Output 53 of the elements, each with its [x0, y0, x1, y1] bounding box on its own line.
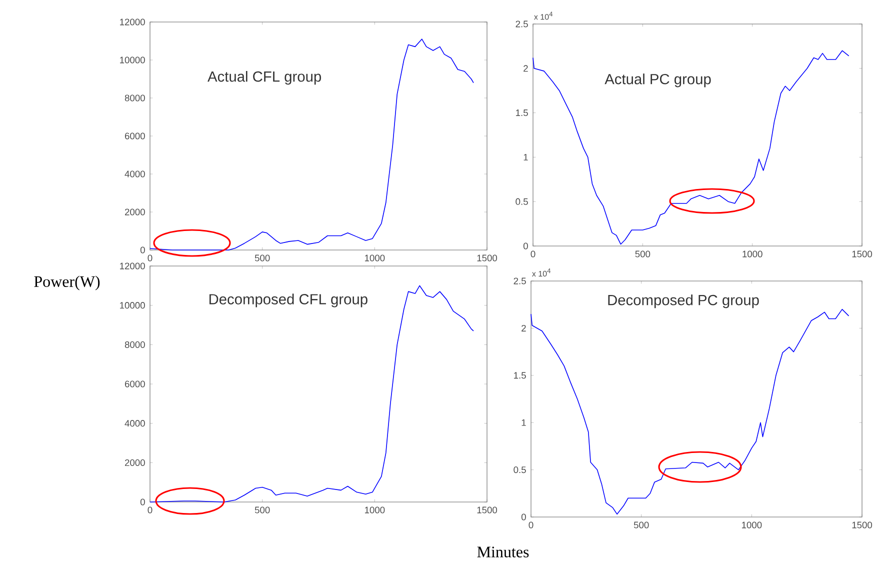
x-tick-label: 1000	[365, 254, 385, 262]
y-tick-label: 2000	[124, 459, 145, 466]
line-series	[530, 308, 850, 515]
x-tick-label: 0	[148, 254, 152, 262]
y-tick-label: 2	[522, 324, 526, 332]
y-tick-label: 2.5	[514, 278, 526, 284]
y-tick-label: 1.5	[514, 372, 526, 379]
text: Decomposed PC group	[608, 294, 759, 308]
x-tick-label: 1000	[365, 506, 385, 514]
y-tick-label: 8000	[124, 341, 145, 348]
y-tick-label: 4000	[124, 170, 145, 178]
text: Actual CFL group	[208, 71, 321, 85]
y-tick-label: 0	[521, 514, 526, 520]
y-tick-label: 2.5	[516, 20, 528, 28]
y-tick-label: 0	[140, 498, 145, 506]
text: Actual PC group	[604, 74, 711, 88]
y-tick-label: 6000	[125, 132, 145, 140]
x-tick-label: 1000	[742, 250, 762, 258]
y-tick-label: 2	[524, 65, 528, 72]
text: x 10$^{4}$	[532, 268, 551, 277]
x-tick-label: 0	[530, 250, 536, 258]
x-axis-title: Minutes	[477, 546, 529, 558]
y-tick-label: 0.5	[516, 198, 528, 205]
line-series	[150, 285, 474, 502]
y-tick-label: 6000	[125, 380, 145, 388]
text: x 10$^{4}$	[534, 12, 553, 20]
text: Decomposed CFL group	[209, 294, 368, 308]
x-tick-label: 1500	[852, 250, 872, 258]
x-tick-label: 0	[148, 506, 152, 514]
y-tick-label: 1.5	[516, 110, 528, 116]
y-tick-label: 8000	[124, 94, 145, 102]
y-tick-label: 4000	[124, 420, 145, 427]
x-tick-label: 1000	[742, 522, 762, 528]
y-tick-label: 12000	[120, 262, 145, 270]
y-tick-label: 12000	[120, 18, 145, 26]
x-tick-label: 1500	[477, 506, 498, 514]
y-tick-label: 10000	[120, 56, 145, 64]
x-tick-label: 0	[528, 522, 534, 528]
y-tick-label: 0.5	[514, 466, 526, 474]
x-tick-label: 1500	[477, 254, 498, 262]
y-tick-label: 0	[523, 242, 528, 250]
x-tick-label: 500	[634, 522, 649, 528]
x-tick-label: 500	[254, 254, 270, 262]
y-tick-label: 2000	[124, 208, 145, 216]
y-axis-title: Power(W)	[34, 276, 100, 290]
line-series	[532, 50, 850, 245]
x-tick-label: 500	[254, 506, 270, 514]
y-tick-label: 10000	[120, 302, 145, 309]
x-tick-label: 1500	[852, 522, 872, 528]
y-tick-label: 1	[524, 154, 528, 160]
x-tick-label: 500	[635, 250, 650, 258]
y-tick-label: 1	[522, 419, 526, 426]
line-series	[150, 38, 474, 250]
